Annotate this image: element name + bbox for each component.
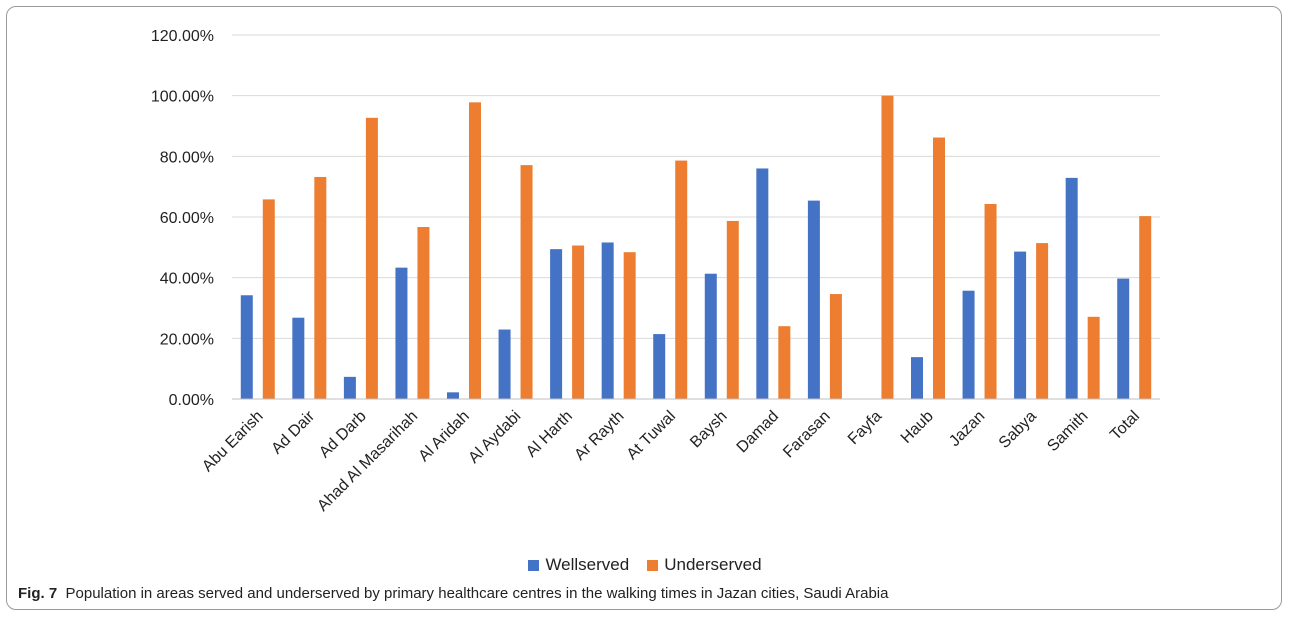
bar-underserved (572, 245, 585, 399)
x-tick-label: Al Aydabi (465, 408, 524, 467)
bar-wellserved (343, 376, 356, 399)
bar-underserved (417, 227, 430, 399)
bar-underserved (469, 102, 481, 399)
bar-wellserved (704, 273, 717, 399)
y-tick-label: 100.00% (151, 89, 214, 106)
x-tick-label: At Tuwal (624, 408, 679, 463)
bar-underserved (675, 160, 688, 399)
figure-caption-text: Population in areas served and underserv… (65, 585, 889, 602)
bar-wellserved (395, 267, 408, 399)
bar-wellserved (756, 168, 769, 399)
legend-swatch-underserved (647, 559, 659, 571)
bar-underserved (365, 117, 378, 399)
x-tick-label: Farasan (780, 408, 834, 462)
figure-label: Fig. 7 (18, 585, 58, 602)
x-tick-label: Ad Dair (268, 407, 318, 457)
bars (240, 95, 1152, 400)
y-tick-label: 60.00% (160, 210, 214, 227)
bar-wellserved (653, 334, 666, 399)
x-tick-label: Damad (734, 408, 782, 456)
bar-wellserved (447, 392, 459, 399)
x-tick-label: Ar Rayth (571, 408, 627, 464)
bar-wellserved (1065, 177, 1078, 399)
x-tick-label: Baysh (687, 408, 730, 451)
y-tick-label: 80.00% (160, 149, 214, 166)
bar-wellserved (240, 295, 253, 399)
figure-frame (6, 6, 1282, 610)
y-tick-label: 40.00% (160, 271, 214, 288)
y-tick-label: 120.00% (151, 28, 214, 45)
bar-wellserved (911, 357, 923, 399)
bar-underserved (984, 203, 997, 399)
x-tick-label: Jazan (946, 408, 988, 450)
x-tick-label: Haub (898, 408, 937, 447)
legend-label-wellserved: Wellserved (545, 555, 630, 574)
bar-underserved (262, 199, 275, 399)
bar-wellserved (1014, 251, 1027, 399)
x-tick-label: Ad Darb (316, 408, 370, 462)
bar-underserved (314, 176, 327, 399)
bar-wellserved (292, 317, 305, 399)
x-tick-label: Abu Earish (199, 408, 266, 475)
figure-caption: Fig. 7 Population in areas served and un… (18, 585, 888, 602)
bar-wellserved (550, 249, 563, 399)
x-tick-label: Sabya (996, 408, 1040, 452)
bar-wellserved (498, 329, 511, 399)
y-tick-label: 20.00% (160, 331, 214, 348)
x-tick-label: Total (1107, 408, 1143, 444)
bar-wellserved (807, 200, 820, 399)
bar-underserved (881, 95, 894, 400)
bar-underserved (623, 252, 636, 399)
x-tick-label: Al Aridah (416, 408, 473, 465)
x-tick-label: Samith (1044, 408, 1091, 455)
gridlines (232, 34, 1160, 339)
y-tick-label: 0.00% (169, 392, 214, 409)
legend: Wellserved Underserved (0, 555, 1290, 575)
bar-chart: 0.00% 20.00% 40.00% 60.00% 80.00% 100.00% 120.… (151, 28, 1160, 515)
bar-underserved (1139, 216, 1152, 399)
legend-swatch-wellserved (528, 559, 540, 571)
bar-underserved (778, 326, 791, 399)
bar-underserved (829, 294, 842, 399)
bar-wellserved (962, 290, 975, 399)
bar-wellserved (1117, 278, 1130, 399)
bar-underserved (726, 220, 739, 399)
legend-label-underserved: Underserved (664, 555, 762, 574)
bar-underserved (1087, 316, 1100, 399)
x-tick-label: Fayfa (845, 408, 885, 448)
x-tick-label: Al Harth (523, 408, 576, 461)
bar-wellserved (601, 242, 614, 399)
legend-item-wellserved: Wellserved (528, 555, 629, 575)
bar-underserved (520, 165, 533, 399)
y-axis-ticks: 0.00% 20.00% 40.00% 60.00% 80.00% 100.00% 120.… (151, 28, 214, 409)
legend-item-underserved: Underserved (647, 555, 762, 575)
bar-underserved (1036, 243, 1049, 399)
bar-underserved (933, 137, 945, 399)
x-tick-label: Ahad Al Masarihah (314, 408, 421, 515)
